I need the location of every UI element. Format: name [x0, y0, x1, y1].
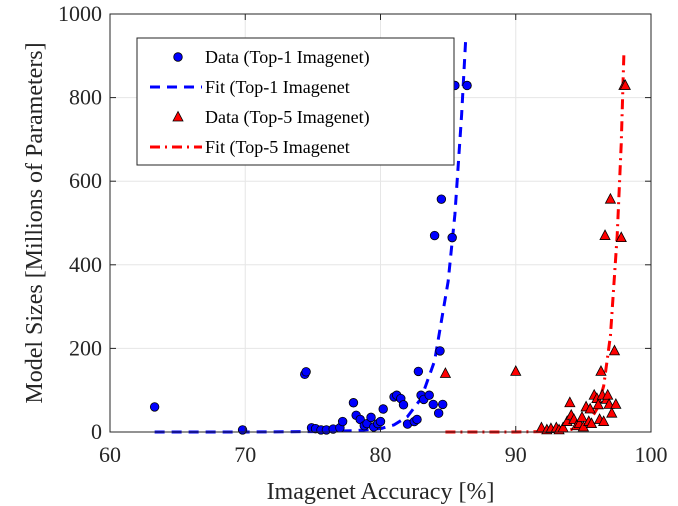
data-point-circle [412, 414, 422, 425]
data-point-triangle [564, 396, 576, 408]
data-point-triangle [599, 229, 611, 240]
data-point-circle [433, 408, 444, 418]
data-point-circle [428, 399, 438, 410]
data-point-circle [438, 399, 448, 410]
data-point-circle [424, 390, 434, 400]
data-point-circle [462, 80, 472, 91]
data-point-triangle [576, 411, 588, 422]
x-axis-label: Imagenet Accuracy [%] [267, 479, 495, 505]
x-tick-label: 80 [370, 442, 392, 467]
data-point-circle [301, 367, 311, 377]
y-tick-label: 600 [69, 168, 102, 193]
data-point-circle [378, 404, 388, 414]
x-tick-label: 90 [505, 442, 527, 467]
data-point-triangle [608, 344, 621, 356]
data-point-triangle [606, 406, 618, 418]
y-tick-label: 0 [91, 419, 102, 444]
x-tick-label: 100 [635, 442, 668, 467]
data-point-triangle [592, 398, 604, 410]
legend-label: Data (Top-5 Imagenet) [205, 107, 370, 128]
data-point-triangle [615, 231, 627, 243]
data-point-triangle [577, 420, 590, 432]
y-tick-label: 200 [69, 335, 102, 360]
y-tick-label: 1000 [58, 1, 102, 26]
legend-box [136, 37, 455, 166]
data-point-triangle [597, 415, 610, 426]
x-tick-label: 70 [234, 442, 256, 467]
data-point-triangle [619, 79, 631, 90]
data-point-circle [429, 230, 440, 241]
data-point-triangle [584, 402, 596, 414]
legend: Data (Top-1 Imagenet) Fit (Top-1 Imagenet… [136, 37, 455, 166]
data-point-circle [436, 194, 447, 204]
y-axis-label: Model Sizes [Millions of Parameters] [22, 42, 48, 403]
legend-label: Data (Top-1 Imagenet) [205, 47, 370, 68]
data-point-triangle [585, 417, 598, 429]
data-point-circle [366, 412, 376, 423]
data-point-triangle [610, 398, 622, 409]
data-point-triangle [510, 365, 522, 376]
data-point-triangle [604, 192, 617, 204]
data-point-triangle [602, 388, 614, 400]
data-point-circle [348, 398, 359, 408]
y-tick-label: 800 [69, 85, 102, 110]
data-point-circle [435, 346, 445, 356]
data-point-triangle [172, 110, 184, 122]
legend-label: Fit (Top-1 Imagenet [205, 77, 350, 98]
data-point-circle [413, 366, 424, 377]
data-point-circle [447, 232, 457, 243]
x-tick-label: 60 [99, 442, 121, 467]
data-point-triangle [439, 367, 452, 378]
data-point-circle [398, 400, 409, 410]
data-point-triangle [603, 398, 615, 409]
data-point-circle [149, 402, 160, 412]
data-point-circle [173, 52, 183, 62]
y-tick-label: 400 [69, 252, 102, 277]
legend-label: Fit (Top-5 Imagenet [205, 137, 350, 158]
data-point-circle [375, 416, 386, 427]
data-point-triangle [595, 365, 607, 376]
data-point-circle [337, 416, 348, 427]
